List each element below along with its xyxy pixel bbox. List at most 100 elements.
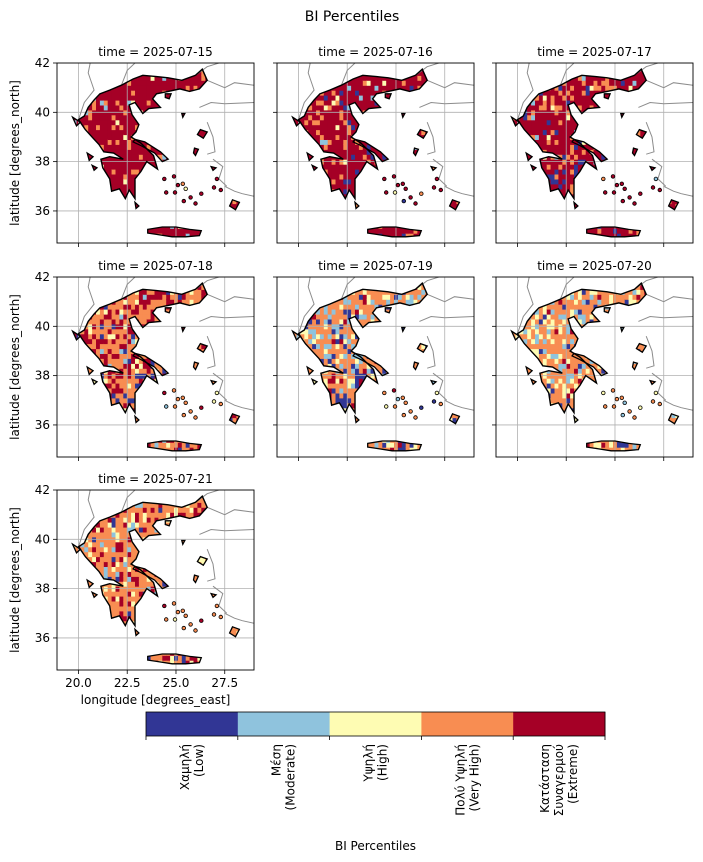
small-island [434, 176, 440, 182]
country-border [427, 79, 474, 89]
small-island [619, 395, 624, 400]
country-border [224, 612, 254, 624]
small-island [171, 174, 177, 179]
island-outline [147, 653, 203, 665]
small-island [419, 405, 424, 410]
island-outline [134, 414, 140, 424]
x-tick-label: 27.5 [211, 676, 238, 690]
colorbar-segment [146, 712, 239, 736]
island-outline [619, 326, 625, 333]
small-island [438, 187, 443, 193]
country-border [559, 277, 575, 300]
bi-percentile-raster [511, 283, 679, 451]
island-outline [525, 151, 534, 162]
colorbar-category-label: ΚατάστασηΣυναγερμού(Extreme) [538, 744, 580, 816]
island-outline [667, 198, 680, 211]
small-island [403, 400, 408, 405]
panel-title: time = 2025-07-19 [318, 259, 433, 273]
country-border [517, 277, 534, 334]
bi-percentile-raster [72, 283, 240, 451]
small-island [175, 182, 181, 188]
small-island [408, 409, 413, 414]
small-island [434, 390, 440, 396]
island-outline [603, 93, 612, 100]
small-island [211, 612, 217, 617]
small-island [601, 176, 606, 182]
small-island [638, 405, 643, 410]
x-tick-label: 20.0 [65, 676, 92, 690]
country-border [340, 63, 356, 86]
country-border [206, 336, 216, 369]
island-outline [367, 226, 423, 238]
small-island [199, 191, 204, 196]
small-island [175, 609, 181, 615]
island-outline [132, 352, 170, 377]
island-outline [192, 147, 200, 157]
small-island [183, 186, 188, 191]
country-border [120, 277, 136, 300]
island-outline [306, 365, 315, 376]
small-island [627, 409, 632, 414]
country-border [559, 63, 575, 86]
country-border [78, 63, 95, 120]
island-outline [209, 165, 218, 172]
small-island [622, 186, 627, 191]
y-tick-label: 42 [35, 56, 50, 70]
small-island [218, 187, 223, 193]
small-island [163, 404, 169, 409]
small-island [632, 415, 637, 420]
small-island [180, 395, 185, 400]
island-outline [571, 138, 609, 163]
small-island [611, 404, 617, 409]
island-outline [354, 414, 360, 424]
map-panel: time = 2025-07-17 [492, 45, 694, 247]
bi-percentile-raster [72, 69, 240, 237]
country-border [120, 490, 136, 513]
small-island [175, 396, 181, 402]
y-tick-label: 38 [35, 582, 50, 596]
small-island [438, 401, 443, 407]
small-island [614, 396, 620, 402]
panel-title: time = 2025-07-17 [537, 45, 652, 59]
small-island [384, 404, 389, 409]
bi-percentile-raster [511, 69, 679, 237]
coastline [77, 495, 209, 628]
island-outline [291, 115, 302, 128]
island-outline [192, 361, 200, 371]
country-border [419, 315, 474, 322]
country-border [298, 63, 315, 120]
colorbar-category-label: Μέση(Moderate) [270, 744, 298, 810]
axes-frame [56, 62, 255, 244]
small-island [193, 628, 198, 633]
island-outline [196, 342, 209, 354]
small-island [638, 191, 643, 196]
y-tick-label: 42 [35, 483, 50, 497]
small-island [172, 190, 178, 195]
island-outline [529, 163, 538, 172]
small-island [181, 625, 186, 631]
island-outline [448, 412, 461, 425]
island-outline [648, 379, 657, 386]
country-border [207, 79, 254, 89]
island-outline [412, 361, 420, 371]
island-outline [134, 200, 140, 210]
island-outline [384, 307, 393, 314]
island-outline [571, 352, 609, 377]
small-island [400, 395, 405, 400]
panel-title: time = 2025-07-18 [98, 259, 213, 273]
island-outline [90, 590, 99, 599]
colorbar-segment [513, 712, 606, 736]
island-outline [192, 574, 200, 584]
small-island [199, 405, 204, 410]
island-outline [448, 198, 461, 211]
island-outline [291, 329, 302, 342]
small-island [627, 195, 632, 200]
colorbar-segment [421, 712, 514, 736]
axes-frame [56, 276, 255, 458]
country-border [651, 158, 667, 187]
small-island [614, 182, 620, 188]
island-outline [429, 165, 438, 172]
small-island [413, 415, 418, 420]
island-outline [352, 138, 390, 163]
y-tick-label: 36 [35, 204, 50, 218]
